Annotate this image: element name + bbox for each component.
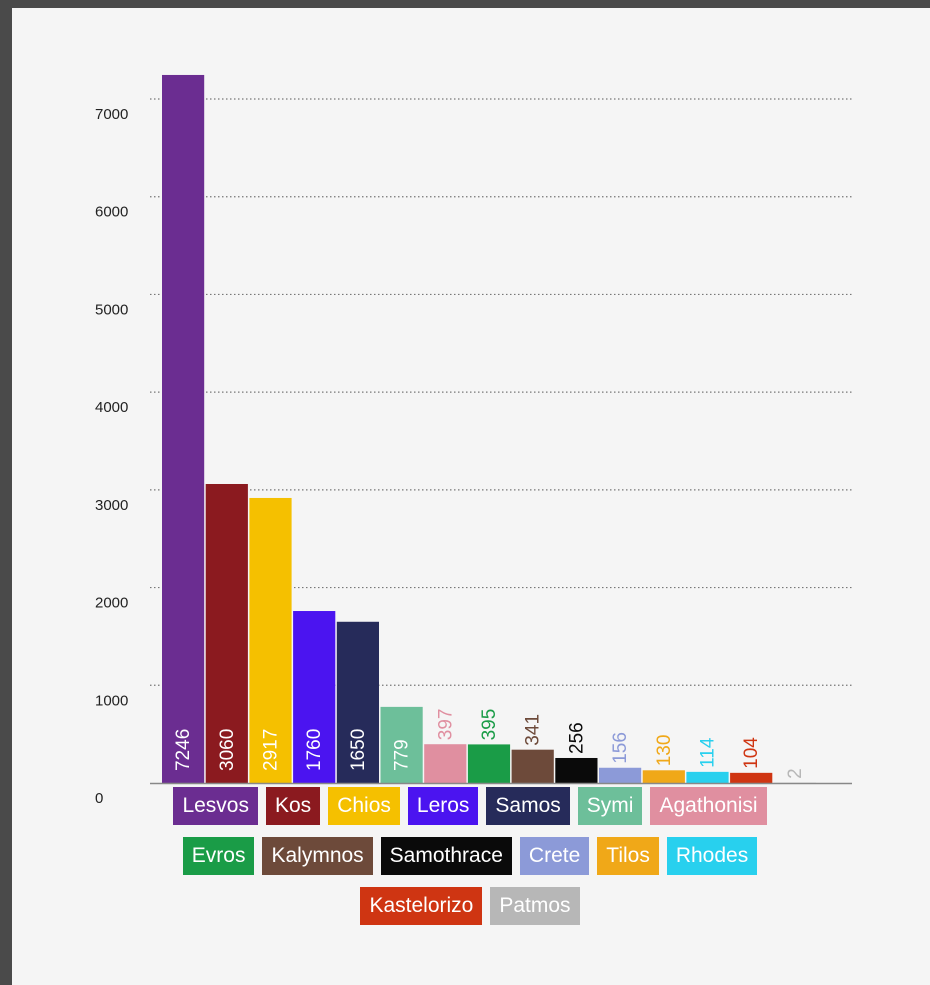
bar-agathonisi	[424, 744, 467, 783]
y-tick-label: 2000	[95, 595, 128, 612]
legend-item-lesvos: Lesvos	[173, 787, 258, 825]
bars	[162, 74, 816, 784]
value-label: 130	[654, 735, 675, 767]
bar-kos	[205, 483, 248, 783]
value-label: 1650	[348, 729, 369, 771]
bar-evros	[467, 744, 511, 783]
value-label: 256	[566, 722, 587, 754]
value-label: 3060	[217, 729, 238, 771]
bar-chios	[249, 497, 292, 783]
bar-leros	[293, 611, 336, 783]
y-tick-label: 1000	[95, 692, 128, 709]
legend-item-evros: Evros	[182, 837, 255, 875]
value-label: 156	[610, 732, 631, 764]
y-tick-label: 5000	[95, 301, 128, 318]
y-tick-label: 6000	[95, 204, 128, 221]
bar-crete	[599, 767, 642, 783]
value-label: 1760	[304, 729, 325, 771]
y-axis-ticks: 0 1000 2000 3000 4000 5000 6000 7000	[95, 106, 128, 807]
value-label: 2917	[261, 729, 282, 771]
legend-item-kalymnos: Kalymnos	[262, 837, 373, 875]
y-tick-label: 3000	[95, 497, 128, 514]
y-tick-label: 7000	[95, 106, 128, 123]
legend-item-tilos: Tilos	[597, 837, 659, 875]
bar-samothrace	[555, 757, 598, 783]
legend-item-samos: Samos	[486, 787, 570, 825]
value-labels: 7246 3060 2917 1760 1650 779 397 395 341 256 156 13…	[173, 709, 806, 779]
y-tick-label: 4000	[95, 399, 128, 416]
legend-item-patmos: Patmos	[490, 887, 580, 925]
bar-tilos	[642, 770, 685, 783]
bar-rhodes	[686, 771, 729, 783]
value-label: 341	[523, 714, 544, 746]
legend-item-leros: Leros	[407, 787, 479, 825]
legend-item-symi: Symi	[577, 787, 643, 825]
bar-kastelorizo	[730, 772, 773, 783]
legend-item-kos: Kos	[266, 787, 321, 825]
bar-lesvos	[162, 74, 205, 784]
bar-samos	[336, 621, 379, 783]
legend-item-samothrace: Samothrace	[380, 837, 512, 875]
value-label: 779	[392, 739, 413, 771]
legend-item-crete: Crete	[519, 837, 590, 875]
value-label: 397	[435, 709, 456, 741]
legend-item-agathonisi: Agathonisi	[650, 787, 767, 825]
value-label: 395	[479, 709, 500, 741]
y-tick-label: 0	[95, 790, 103, 807]
legend-item-rhodes: Rhodes	[666, 837, 758, 875]
value-label: 7246	[173, 729, 194, 771]
legend-item-kastelorizo: Kastelorizo	[360, 887, 483, 925]
bar-kalymnos	[511, 749, 554, 783]
bar-symi	[380, 706, 423, 783]
legend-item-chios: Chios	[328, 787, 400, 825]
value-label: 2	[785, 768, 806, 779]
value-label: 114	[698, 737, 719, 768]
value-label: 104	[741, 737, 762, 769]
legend: Lesvos Kos Chios Leros Samos Symi Agathonisi Ev…	[110, 787, 830, 925]
